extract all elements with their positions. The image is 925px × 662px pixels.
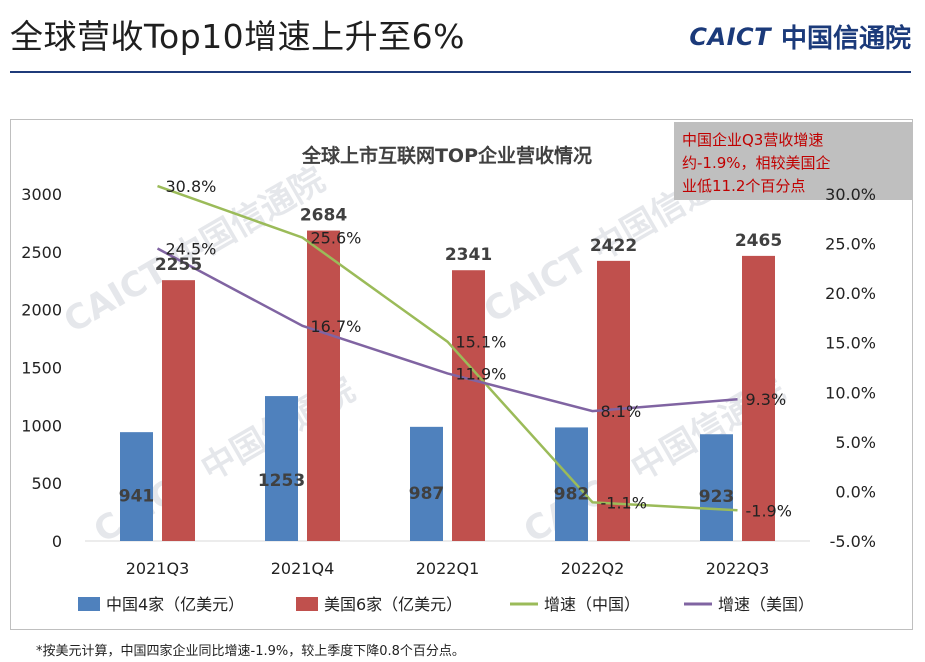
legend-swatch xyxy=(78,597,100,611)
bar-china-2022Q3 xyxy=(700,434,733,541)
line-value-label: 15.1% xyxy=(456,333,507,352)
callout-box: 中国企业Q3营收增速 约-1.9%，相较美国企 业低11.2个百分点 xyxy=(674,122,912,200)
bar-china-2021Q4 xyxy=(265,396,298,541)
line-us-growth xyxy=(156,247,738,413)
bar-us-2022Q2 xyxy=(597,260,630,541)
brand-logo: CAICT 中国信通院 xyxy=(689,18,911,55)
bar-us-2022Q1 xyxy=(452,270,485,541)
line-china-growth xyxy=(157,184,738,512)
title-divider xyxy=(10,71,911,73)
bar-value-label: 2341 xyxy=(445,245,492,265)
page-title: 全球营收Top10增速上升至6% xyxy=(10,17,466,56)
line-value-label: 16.7% xyxy=(311,317,362,336)
callout-line-1: 中国企业Q3营收增速 xyxy=(682,131,823,149)
y2-tick-label: 25.0% xyxy=(825,235,876,254)
chart-frame xyxy=(10,119,913,630)
y2-tick-label: 30.0% xyxy=(825,185,876,204)
brand-mark: CAICT xyxy=(689,22,771,51)
bar-value-label: 923 xyxy=(699,487,735,507)
bar-value-label: 1253 xyxy=(258,471,305,491)
y2-tick-label: 5.0% xyxy=(835,433,876,452)
y-tick-label: 1500 xyxy=(21,359,62,378)
bar-china-2021Q3 xyxy=(120,432,153,541)
line-value-label: 11.9% xyxy=(456,364,507,383)
bar-us-2022Q3 xyxy=(742,255,775,542)
y-tick-label: 3000 xyxy=(21,185,62,204)
footnote: *按美元计算，中国四家企业同比增速-1.9%，较上季度下降0.8个百分点。 xyxy=(36,644,465,659)
bar-us-2021Q4 xyxy=(307,230,340,541)
legend-label: 增速（美国） xyxy=(718,595,814,614)
legend: 中国4家（亿美元） 美国6家（亿美元） 增速（中国） 增速（美国） xyxy=(78,595,814,614)
callout-line-3: 业低11.2个百分点 xyxy=(682,177,805,195)
y2-tick-label: 0.0% xyxy=(835,482,876,501)
line-value-label: 8.1% xyxy=(601,402,642,421)
line-value-label: 25.6% xyxy=(311,229,362,248)
y2-tick-label: 10.0% xyxy=(825,383,876,402)
y-tick-label: 2000 xyxy=(21,301,62,320)
line-value-label: 9.3% xyxy=(746,390,787,409)
lines-layer xyxy=(156,184,738,512)
x-tick-label: 2022Q2 xyxy=(561,559,625,578)
legend-label: 增速（中国） xyxy=(544,595,640,614)
y-tick-label: 500 xyxy=(31,474,62,493)
bar-value-label: 2684 xyxy=(300,206,347,226)
bar-value-label: 2255 xyxy=(155,255,202,275)
bar-value-label: 941 xyxy=(119,486,155,506)
legend-label: 中国4家（亿美元） xyxy=(106,595,244,614)
chart-title: 全球上市互联网TOP企业营收情况 xyxy=(301,144,592,167)
bar-china-2022Q1 xyxy=(410,426,443,541)
axes-layer: 0 500 1000 1500 2000 2500 3000 -5.0% 0.0% 5.0% 10.… xyxy=(21,185,876,578)
line-value-label: 24.5% xyxy=(166,240,217,259)
brand-name: 中国信通院 xyxy=(780,24,911,54)
bar-us-2021Q3 xyxy=(162,280,195,541)
legend-swatch xyxy=(296,597,318,611)
x-tick-label: 2021Q4 xyxy=(271,559,335,578)
bar-china-2022Q2 xyxy=(555,427,588,541)
y2-tick-label: 15.0% xyxy=(825,334,876,353)
bar-value-label: 982 xyxy=(554,484,590,504)
y-tick-label: 0 xyxy=(52,532,62,551)
x-tick-label: 2021Q3 xyxy=(126,559,190,578)
line-value-label: 30.8% xyxy=(166,177,217,196)
callout-line-2: 约-1.9%，相较美国企 xyxy=(682,154,831,172)
data-labels-layer: 941 1253 987 982 923 2255 2684 2341 2422 2465 30.8… xyxy=(119,177,792,520)
x-tick-label: 2022Q1 xyxy=(416,559,480,578)
bar-value-label: 2465 xyxy=(735,231,782,251)
line-value-label: -1.9% xyxy=(746,501,792,520)
bar-value-label: 987 xyxy=(409,484,445,504)
line-value-label: -1.1% xyxy=(601,493,647,512)
callout-background xyxy=(674,122,912,200)
x-tick-label: 2022Q3 xyxy=(706,559,770,578)
bar-value-label: 2422 xyxy=(590,236,637,256)
y-tick-label: 1000 xyxy=(21,416,62,435)
y2-tick-label: -5.0% xyxy=(830,532,876,551)
y2-tick-label: 20.0% xyxy=(825,284,876,303)
y-tick-label: 2500 xyxy=(21,243,62,262)
bars-layer xyxy=(120,230,775,542)
legend-label: 美国6家（亿美元） xyxy=(324,595,462,614)
